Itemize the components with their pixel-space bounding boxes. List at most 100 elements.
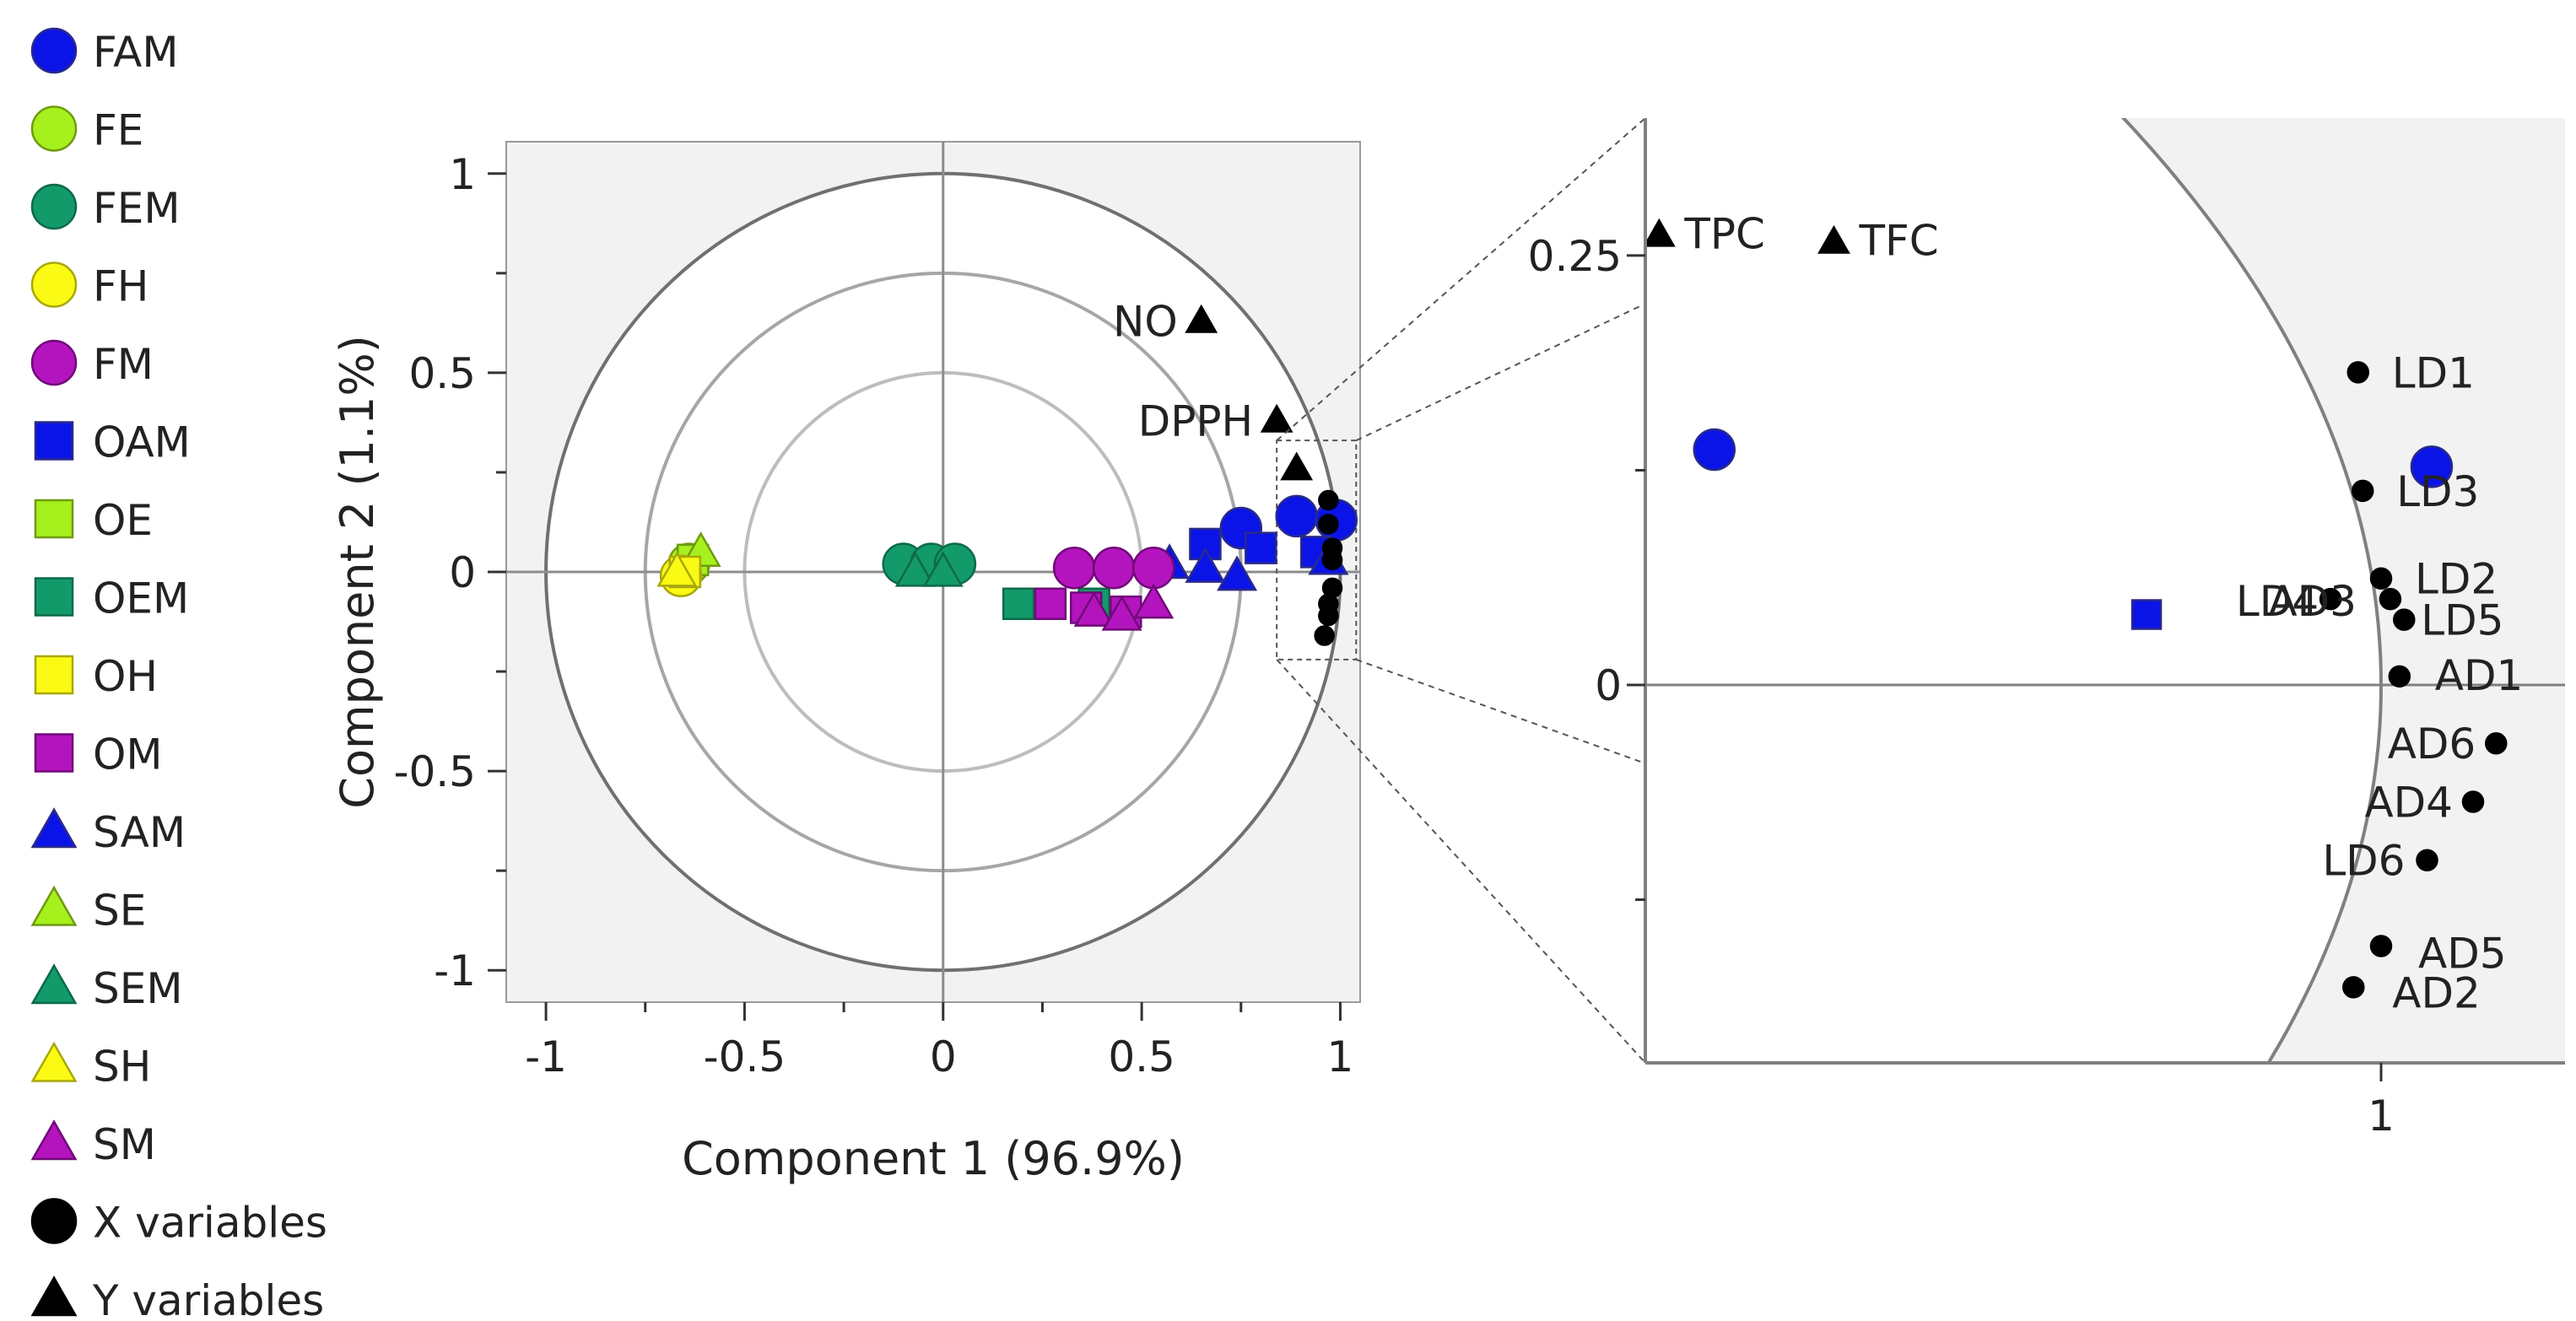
x-variable-point — [1318, 514, 1339, 535]
main-x-axis-label: Component 1 (96.9%) — [682, 1132, 1185, 1185]
zoom-x-variable-label: LD3 — [2396, 467, 2479, 516]
main-y-variable-points: NO DPPH — [1113, 298, 1314, 481]
legend: FAM FE FEM FH FM OAM OE OEM OH OM SAM SE SEM SH SM X va… — [30, 27, 327, 1321]
score-point-oam — [1245, 531, 1277, 564]
y-tick-label: 0.5 — [408, 349, 476, 398]
zoom-score-point-fam — [1693, 428, 1736, 472]
legend-marker-3 — [30, 262, 78, 308]
legend-label: OE — [93, 496, 153, 545]
legend-label: FM — [93, 340, 154, 389]
legend-label: OAM — [93, 418, 191, 467]
zoom-y-tick-label: 0.25 — [1528, 232, 1622, 281]
zoom-score-point-fam — [2410, 445, 2454, 488]
zoom-score-points — [1693, 428, 2454, 630]
score-point-fm — [1092, 547, 1136, 590]
zoom-x-variable-point — [2388, 665, 2411, 688]
legend-label: OH — [93, 652, 158, 701]
zoom-y-variable-label: TPC — [1683, 209, 1765, 258]
score-point-sm — [1101, 595, 1142, 631]
x-tick-label: -1 — [525, 1033, 567, 1081]
zoom-unit-circle-fill — [2123, 118, 2565, 1063]
legend-label: FEM — [93, 184, 181, 233]
zoom-tick-labels: 0 0.25 1 — [1528, 232, 2395, 1140]
legend-marker-2 — [30, 183, 78, 230]
zoom-score-point-oam — [2130, 599, 2163, 630]
x-variable-point — [1314, 625, 1335, 646]
x-tick-label: 0 — [930, 1033, 957, 1081]
zoom-y-variable-points: TPC TFC — [1645, 209, 1939, 266]
x-variable-point — [1318, 489, 1339, 511]
legend-label: SEM — [93, 964, 182, 1013]
zoom-x-variable-point — [2369, 567, 2393, 590]
legend-label: SM — [93, 1120, 156, 1169]
legend-label: OEM — [93, 574, 189, 623]
zoom-y-variable-label: TFC — [1858, 217, 1938, 266]
x-tick-label: -0.5 — [704, 1033, 786, 1081]
legend-label: FE — [93, 106, 143, 155]
legend-marker-9 — [34, 733, 74, 773]
zoom-connector-lines — [1276, 117, 1646, 1064]
main-tick-marks — [488, 172, 1342, 1021]
legend-marker-13 — [30, 1041, 78, 1082]
legend-label: SAM — [93, 808, 186, 857]
y-variable-label: NO — [1113, 298, 1178, 347]
legend-marker-7 — [34, 577, 74, 617]
main-x-variable-points — [1314, 489, 1343, 646]
score-point-om — [1034, 587, 1067, 621]
zoom-x-variable-point — [2369, 935, 2393, 957]
score-point-fm — [1131, 547, 1175, 590]
zoom-x-variable-point — [2393, 608, 2416, 631]
legend-marker-6 — [34, 499, 74, 539]
score-point-sm — [1073, 590, 1115, 627]
zoom-x-variable-label: AD6 — [2388, 720, 2476, 768]
legend-marker-4 — [30, 339, 78, 386]
x-variable-point — [1318, 605, 1339, 627]
zoom-x-tick-label: 1 — [2368, 1092, 2395, 1140]
zoom-x-variable-point — [2342, 976, 2365, 999]
score-point-sam — [1217, 555, 1258, 591]
zoom-connector-line — [1276, 659, 1646, 1064]
y-variable-point — [1185, 304, 1218, 333]
legend-label: FAM — [93, 28, 179, 77]
legend-marker-12 — [30, 963, 78, 1005]
main-y-axis-label: Component 2 (1.1%) — [331, 335, 384, 809]
legend-label: OM — [93, 731, 163, 779]
legend-marker-14 — [30, 1119, 78, 1161]
zoom-x-variable-label: LD5 — [2421, 596, 2503, 645]
y-variable-point — [1280, 451, 1314, 481]
zoom-y-tick-label: 0 — [1595, 661, 1622, 710]
zoom-x-variable-point — [2346, 361, 2369, 384]
y-tick-label: -1 — [434, 946, 476, 995]
y-tick-label: -0.5 — [393, 747, 476, 796]
score-point-oem — [1002, 587, 1035, 621]
legend-label: SE — [93, 887, 146, 935]
zoom-x-variable-label: LD4 — [2236, 577, 2319, 626]
legend-label: FH — [93, 262, 149, 311]
legend-marker-10 — [30, 807, 78, 849]
zoom-x-variable-label: AD2 — [2392, 968, 2481, 1017]
zoom-tick-marks — [1627, 254, 2383, 1081]
zoom-connector-line — [1355, 303, 1646, 442]
zoom-connector-line — [1276, 117, 1646, 441]
score-point-fam — [1275, 494, 1318, 538]
zoom-x-variable-label: LD6 — [2322, 837, 2405, 886]
zoom-x-variable-point — [2319, 587, 2342, 611]
legend-marker-15 — [30, 1198, 78, 1244]
score-point-sem — [894, 551, 936, 587]
zoom-x-variable-label: AD4 — [2364, 778, 2453, 827]
x-tick-label: 0.5 — [1108, 1033, 1175, 1081]
legend-label: Y variables — [92, 1276, 324, 1321]
y-variable-label: DPPH — [1138, 397, 1253, 446]
x-tick-label: 1 — [1327, 1033, 1354, 1081]
y-tick-label: 1 — [449, 150, 476, 199]
x-variable-point — [1321, 549, 1343, 571]
zoom-x-variable-label: AD5 — [2418, 930, 2507, 979]
zoom-x-variable-label: LD2 — [2415, 555, 2498, 604]
zoom-x-variable-label: AD1 — [2435, 651, 2524, 700]
zoom-connector-line — [1355, 658, 1646, 764]
legend-marker-0 — [30, 27, 78, 74]
zoom-x-variable-label: LD1 — [2392, 348, 2475, 397]
